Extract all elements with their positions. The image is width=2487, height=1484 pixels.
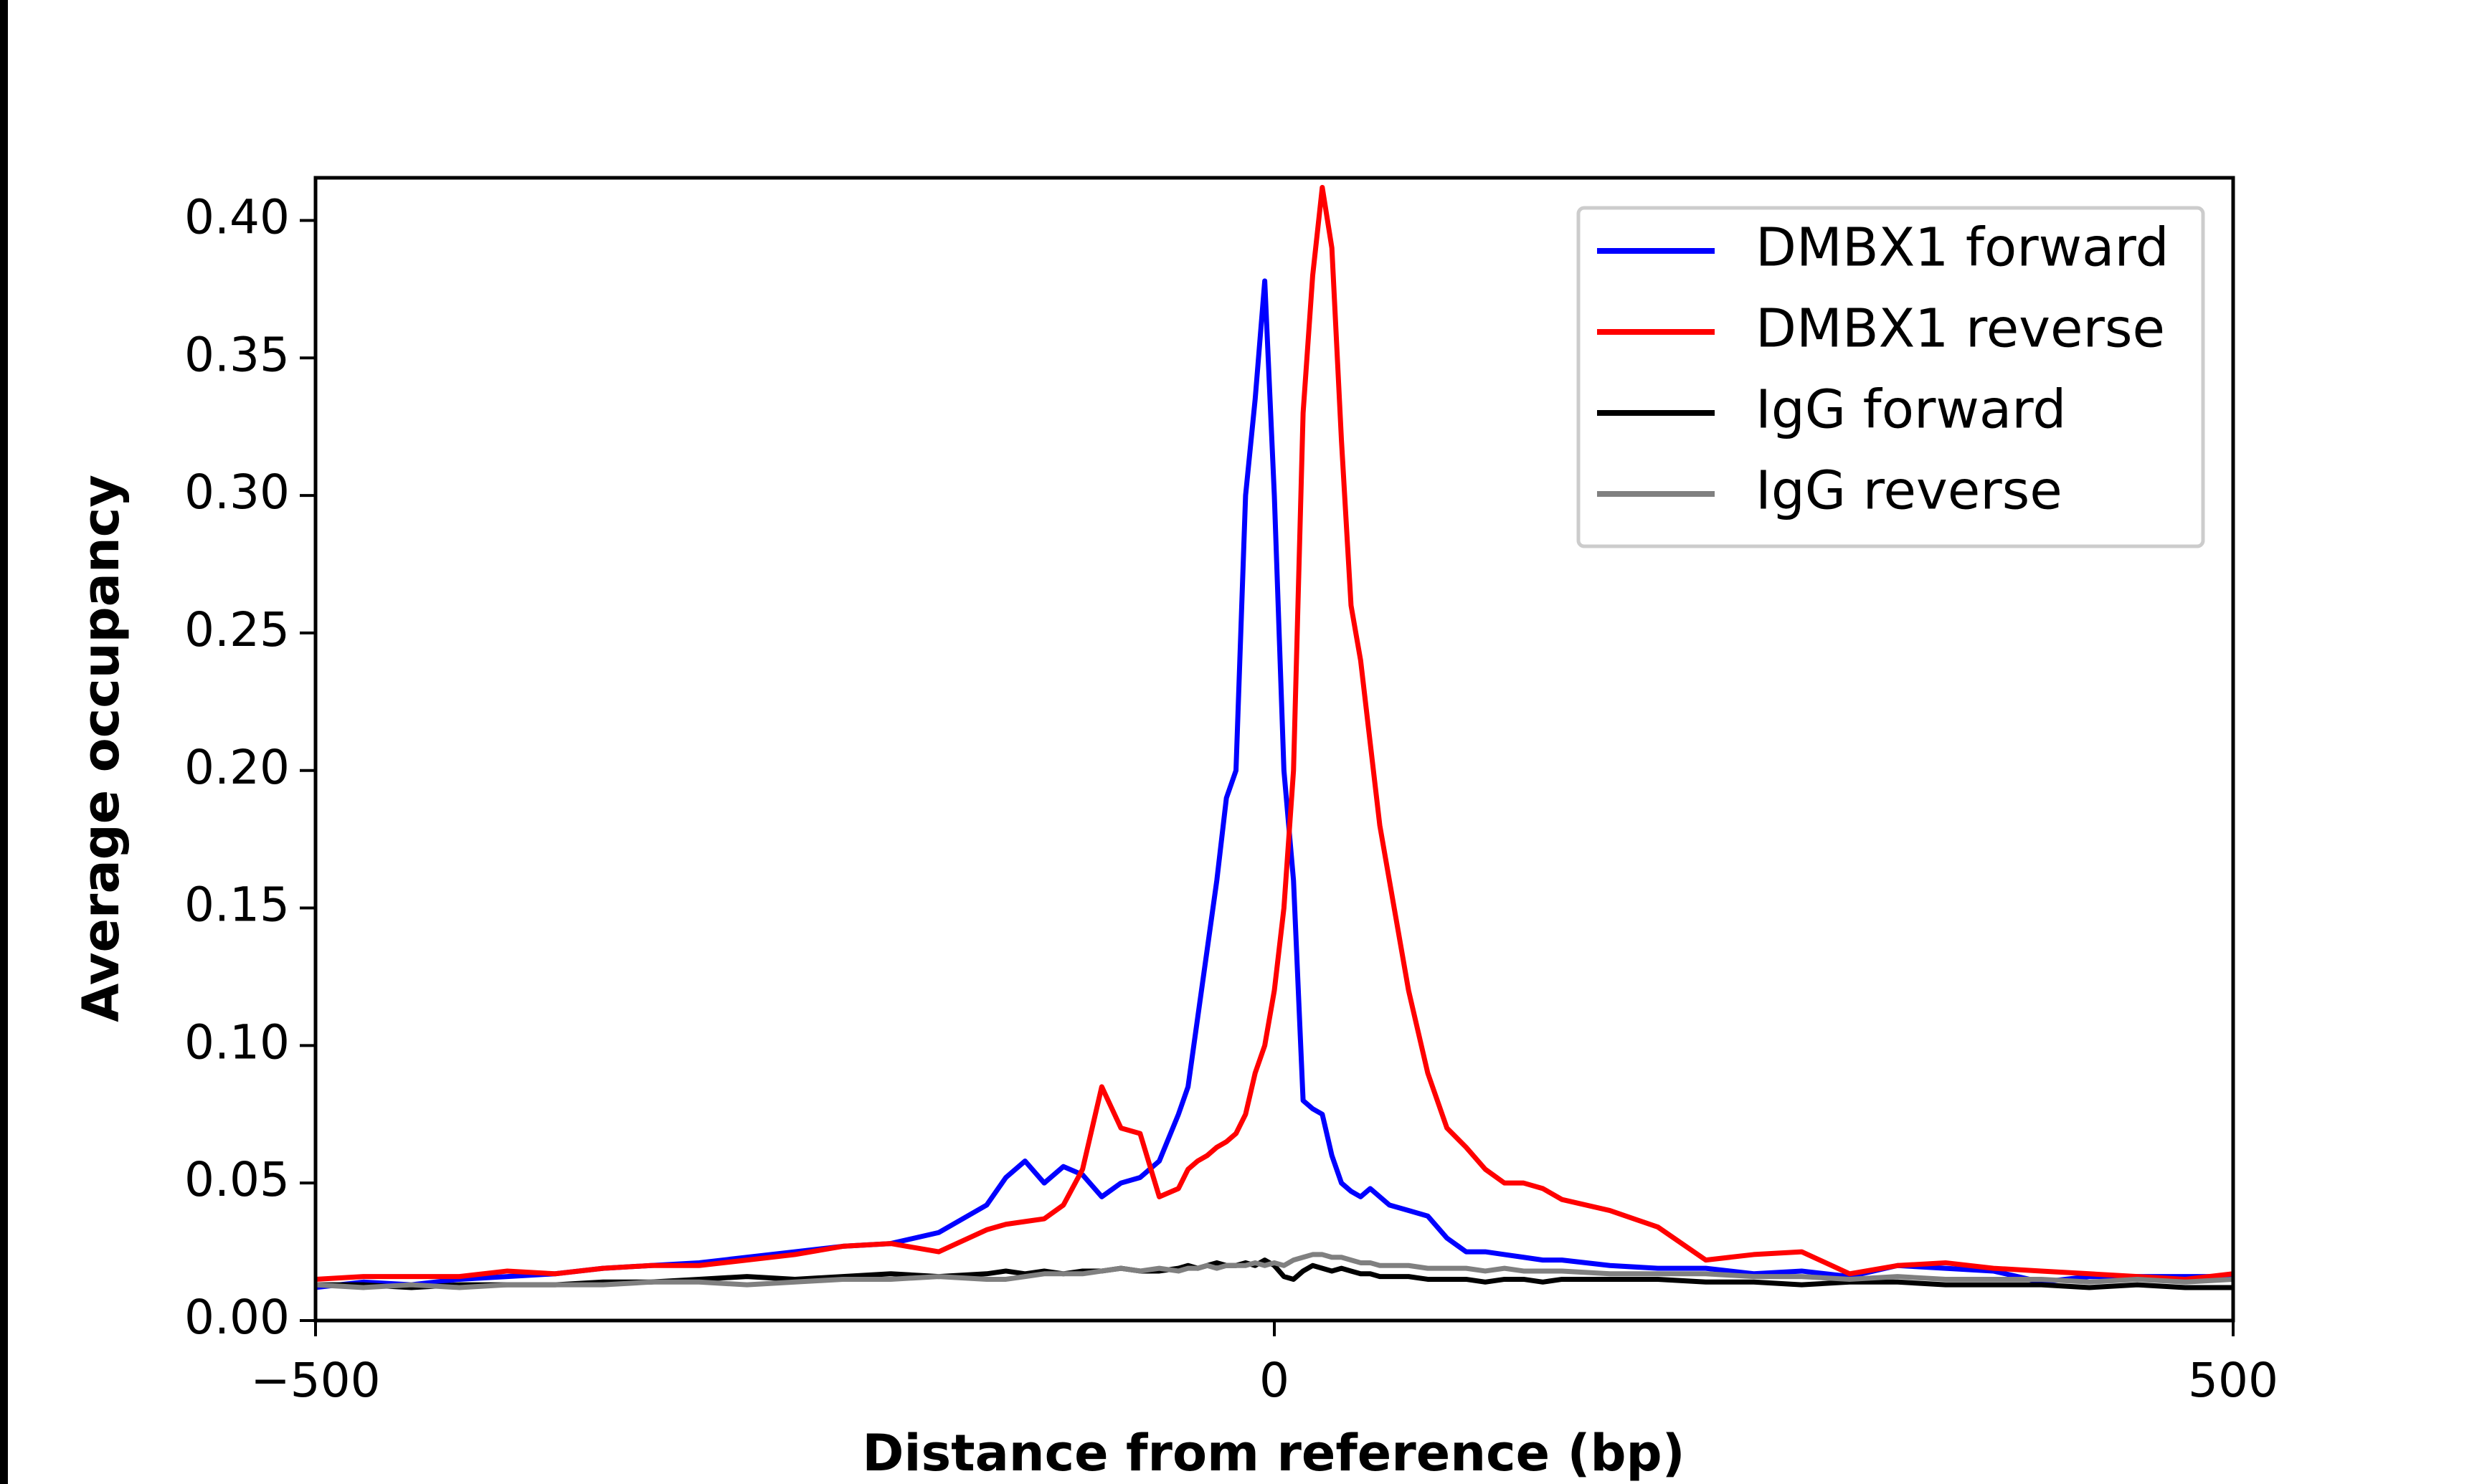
y-tick-label: 0.10 (184, 1014, 290, 1070)
y-tick-label: 0.00 (184, 1290, 290, 1345)
legend-label: IgG forward (1756, 379, 2066, 441)
left-edge-bar (0, 0, 8, 1484)
legend-label: DMBX1 reverse (1756, 298, 2165, 360)
y-tick-label: 0.35 (184, 327, 290, 382)
plot-frame (313, 176, 2235, 1323)
y-tick-label: 0.25 (184, 602, 290, 657)
plot-lines (316, 184, 2233, 1290)
x-tick-label: −500 (250, 1353, 380, 1408)
legend: DMBX1 forward DMBX1 reverse IgG forward IgG… (1576, 206, 2205, 548)
legend-label: IgG reverse (1756, 460, 2062, 522)
y-axis-label: Average occupancy (72, 475, 131, 1022)
x-axis-label: Distance from reference (bp) (862, 1424, 1685, 1483)
y-tick-label: 0.30 (184, 465, 290, 520)
y-tick-label: 0.40 (184, 190, 290, 245)
y-tick-label: 0.05 (184, 1152, 290, 1207)
y-tick-label: 0.15 (184, 877, 290, 933)
data-line (316, 184, 2233, 1282)
x-tick-label: 0 (1259, 1353, 1289, 1408)
y-tick-label: 0.20 (184, 740, 290, 795)
legend-label: DMBX1 forward (1756, 217, 2169, 279)
x-tick-label: 500 (2188, 1353, 2278, 1408)
data-line (316, 1252, 2233, 1290)
data-line (316, 1257, 2233, 1290)
legend-box (1576, 206, 2205, 548)
